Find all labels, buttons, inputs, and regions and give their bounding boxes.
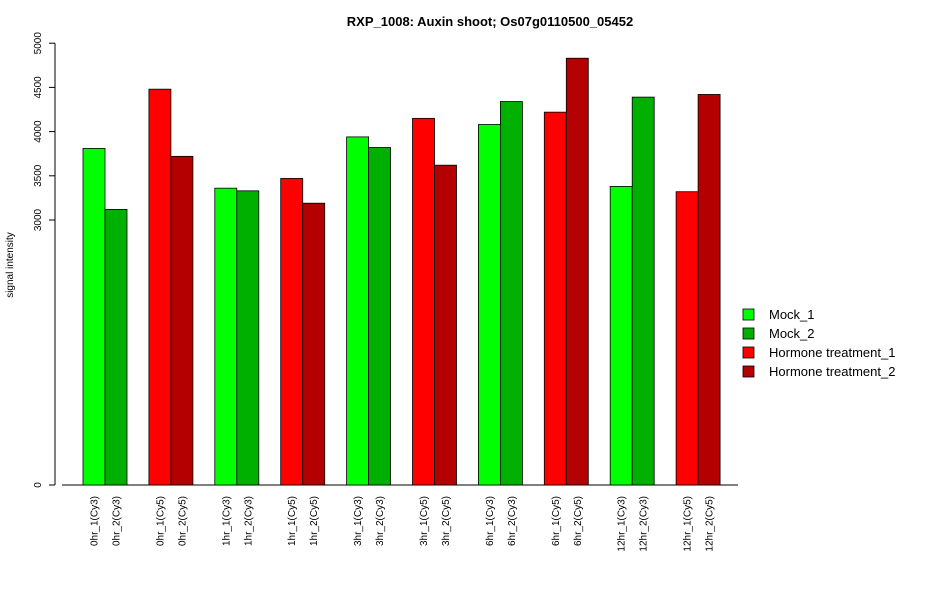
x-tick-label: 12hr_2(Cy5) bbox=[705, 496, 716, 552]
x-tick-label: 1hr_1(Cy3) bbox=[221, 496, 232, 546]
bars-group bbox=[82, 57, 721, 486]
bar bbox=[170, 155, 194, 486]
x-tick-label: 3hr_2(Cy3) bbox=[375, 496, 386, 546]
bar bbox=[346, 136, 370, 486]
y-tick-label: 3500 bbox=[33, 164, 44, 187]
x-tick-label: 1hr_2(Cy5) bbox=[309, 496, 320, 546]
bar bbox=[214, 187, 238, 486]
bar bbox=[477, 124, 501, 486]
legend-swatch bbox=[742, 327, 755, 340]
x-tick-label: 0hr_1(Cy5) bbox=[155, 496, 166, 546]
y-tick-label: 3000 bbox=[33, 208, 44, 231]
x-tick-label: 6hr_2(Cy5) bbox=[573, 496, 584, 546]
bar bbox=[104, 208, 128, 486]
bar bbox=[82, 147, 106, 486]
y-axis: 0 3000 3500 4000 4500 5000 bbox=[33, 32, 56, 488]
bar bbox=[280, 178, 304, 486]
x-tick-label: 3hr_2(Cy5) bbox=[441, 496, 452, 546]
bar bbox=[302, 202, 326, 486]
x-tick-label: 12hr_1(Cy5) bbox=[683, 496, 694, 552]
x-tick-label: 12hr_2(Cy3) bbox=[639, 496, 650, 552]
bar bbox=[697, 94, 721, 486]
legend-label: Mock_1 bbox=[769, 307, 815, 322]
bar bbox=[236, 190, 260, 486]
y-tick-label: 0 bbox=[33, 482, 44, 488]
x-tick-label: 3hr_1(Cy3) bbox=[353, 496, 364, 546]
legend-label: Mock_2 bbox=[769, 326, 815, 341]
legend-swatch bbox=[742, 365, 755, 378]
bar bbox=[609, 186, 633, 486]
y-tick-label: 5000 bbox=[33, 32, 44, 55]
legend: Mock_1 Mock_2 Hormone treatment_1 Hormone t… bbox=[742, 307, 895, 379]
x-tick-label: 0hr_2(Cy3) bbox=[112, 496, 123, 546]
x-tick-labels: 0hr_1(Cy3) 0hr_2(Cy3) 0hr_1(Cy5) 0hr_2(Cy5)… bbox=[90, 496, 716, 552]
y-tick-label: 4500 bbox=[33, 76, 44, 99]
bar bbox=[148, 88, 172, 486]
bar bbox=[499, 101, 523, 486]
x-tick-label: 0hr_2(Cy5) bbox=[177, 496, 188, 546]
legend-label: Hormone treatment_2 bbox=[769, 364, 895, 379]
x-tick-label: 1hr_1(Cy5) bbox=[287, 496, 298, 546]
bar bbox=[434, 164, 457, 486]
bar bbox=[565, 57, 589, 486]
bar bbox=[675, 191, 699, 486]
chart-title: RXP_1008: Auxin shoot; Os07g0110500_0545… bbox=[347, 14, 633, 29]
legend-swatch bbox=[742, 308, 755, 321]
legend-swatch bbox=[742, 346, 755, 359]
x-tick-label: 1hr_2(Cy3) bbox=[243, 496, 254, 546]
x-tick-label: 6hr_2(Cy3) bbox=[507, 496, 518, 546]
legend-label: Hormone treatment_1 bbox=[769, 345, 895, 360]
y-tick-label: 4000 bbox=[33, 120, 44, 143]
x-tick-label: 6hr_1(Cy3) bbox=[485, 496, 496, 546]
x-tick-label: 6hr_1(Cy5) bbox=[551, 496, 562, 546]
x-tick-label: 3hr_1(Cy5) bbox=[419, 496, 430, 546]
bar bbox=[631, 96, 655, 486]
x-tick-label: 0hr_1(Cy3) bbox=[90, 496, 101, 546]
x-tick-label: 12hr_1(Cy3) bbox=[617, 496, 628, 552]
bar bbox=[412, 117, 435, 486]
y-axis-label: signal intensity bbox=[5, 232, 16, 298]
bar bbox=[368, 147, 392, 486]
bar bbox=[543, 111, 567, 486]
